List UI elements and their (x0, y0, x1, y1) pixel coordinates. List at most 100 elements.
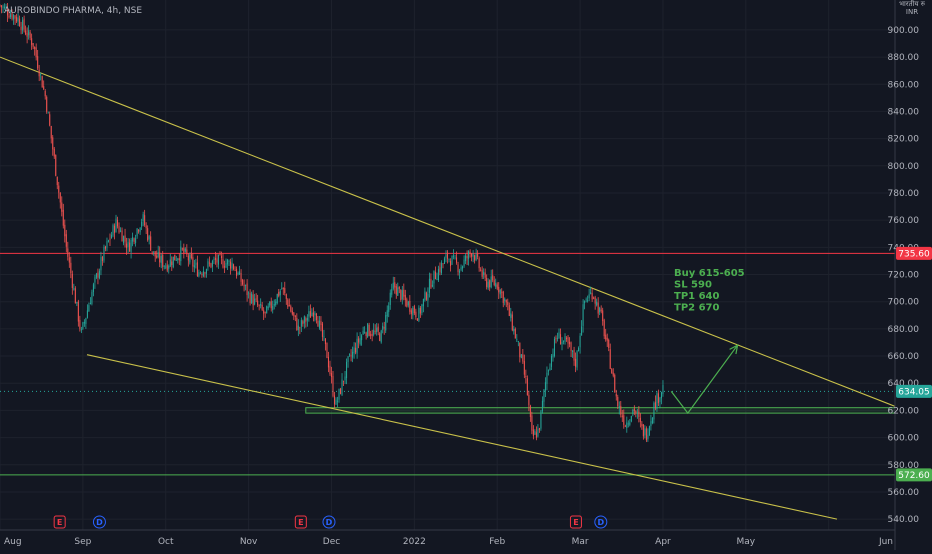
candle-body (242, 280, 243, 284)
earnings-label: E (573, 518, 578, 527)
candle-body (373, 330, 374, 335)
candle-body (167, 265, 168, 271)
candle-body (483, 272, 484, 275)
time-tick-label: Mar (572, 537, 589, 547)
candle-body (423, 299, 424, 306)
candle-body (451, 256, 452, 265)
earnings-label: E (298, 518, 303, 527)
candle-body (191, 253, 192, 258)
candle-body (87, 310, 88, 317)
candle-body (596, 302, 597, 306)
price-tick-label: 800.00 (888, 162, 920, 172)
candle-body (171, 261, 172, 265)
candle-body (212, 261, 213, 267)
candle-body (313, 312, 314, 317)
candle-body (461, 267, 462, 269)
earnings-label: E (57, 518, 62, 527)
candle-body (409, 301, 410, 312)
candle-body (477, 253, 478, 256)
candle-body (583, 304, 584, 326)
candle-body (390, 293, 391, 305)
candle-body (540, 410, 541, 428)
candle-body (568, 337, 569, 344)
candle-body (55, 155, 56, 176)
candle-body (168, 266, 169, 269)
candle-body (438, 269, 439, 280)
currency-code-label: INR (906, 8, 918, 16)
candle-body (120, 231, 121, 232)
candle-body (269, 302, 270, 306)
candle-body (658, 393, 659, 403)
candle-body (58, 186, 59, 193)
candle-body (366, 333, 367, 336)
candle-body (442, 263, 443, 264)
candle-body (647, 435, 648, 439)
candle-body (278, 292, 279, 296)
candle-body (99, 271, 100, 278)
candle-body (467, 256, 468, 258)
candle-body (584, 301, 585, 303)
candle-body (290, 306, 291, 311)
time-tick-label: 2022 (403, 537, 426, 547)
candle-body (188, 256, 189, 261)
candle-body (51, 126, 52, 138)
candle-body (611, 369, 612, 374)
candle-body (492, 275, 493, 280)
candle-body (551, 356, 552, 367)
candle-body (462, 266, 463, 268)
candle-body (578, 348, 579, 351)
candle-body (222, 259, 223, 267)
candle-body (91, 292, 92, 304)
candle-body (426, 293, 427, 300)
candle-body (602, 310, 603, 321)
candle-body (33, 43, 34, 47)
candle-body (112, 225, 113, 235)
candle-body (332, 376, 333, 396)
price-tick-label: 700.00 (888, 298, 920, 308)
candle-body (376, 328, 377, 332)
candle-body (367, 324, 368, 337)
candle-body (299, 327, 300, 328)
candle-body (539, 428, 540, 430)
candle-body (385, 315, 386, 330)
support-zone[interactable] (306, 408, 895, 413)
candle-body (209, 263, 210, 264)
candle-body (456, 258, 457, 263)
candle-body (253, 295, 254, 306)
candle-body (96, 273, 97, 277)
candle-body (337, 401, 338, 402)
candle-body (201, 274, 202, 275)
candle-body (88, 305, 89, 311)
candle-body (577, 351, 578, 368)
candle-body (509, 305, 510, 316)
candle-body (506, 300, 507, 302)
candle-body (301, 320, 302, 327)
candle-body (177, 258, 178, 260)
candle-body (623, 415, 624, 425)
candle-body (465, 256, 466, 262)
candle-body (221, 256, 222, 258)
candle-body (36, 47, 37, 57)
candle-body (106, 241, 107, 247)
candle-body (388, 305, 389, 311)
candle-body (27, 33, 28, 36)
candle-body (31, 38, 32, 45)
time-tick-label: Feb (489, 537, 505, 547)
candle-body (250, 293, 251, 303)
price-tick-label: 600.00 (888, 434, 920, 444)
candle-body (640, 418, 641, 422)
candle-body (455, 258, 456, 259)
candle-body (447, 253, 448, 259)
price-tick-label: 660.00 (888, 352, 920, 362)
candle-body (128, 242, 129, 247)
price-tick-label: 820.00 (888, 135, 920, 145)
symbol-title: AUROBINDO PHARMA, 4h, NSE (4, 6, 142, 16)
candle-body (310, 311, 311, 318)
price-tick-label: 720.00 (888, 271, 920, 281)
candle-body (625, 426, 626, 427)
candle-body (340, 389, 341, 394)
time-tick-label: Nov (240, 537, 258, 547)
price-tick-label: 780.00 (888, 189, 920, 199)
